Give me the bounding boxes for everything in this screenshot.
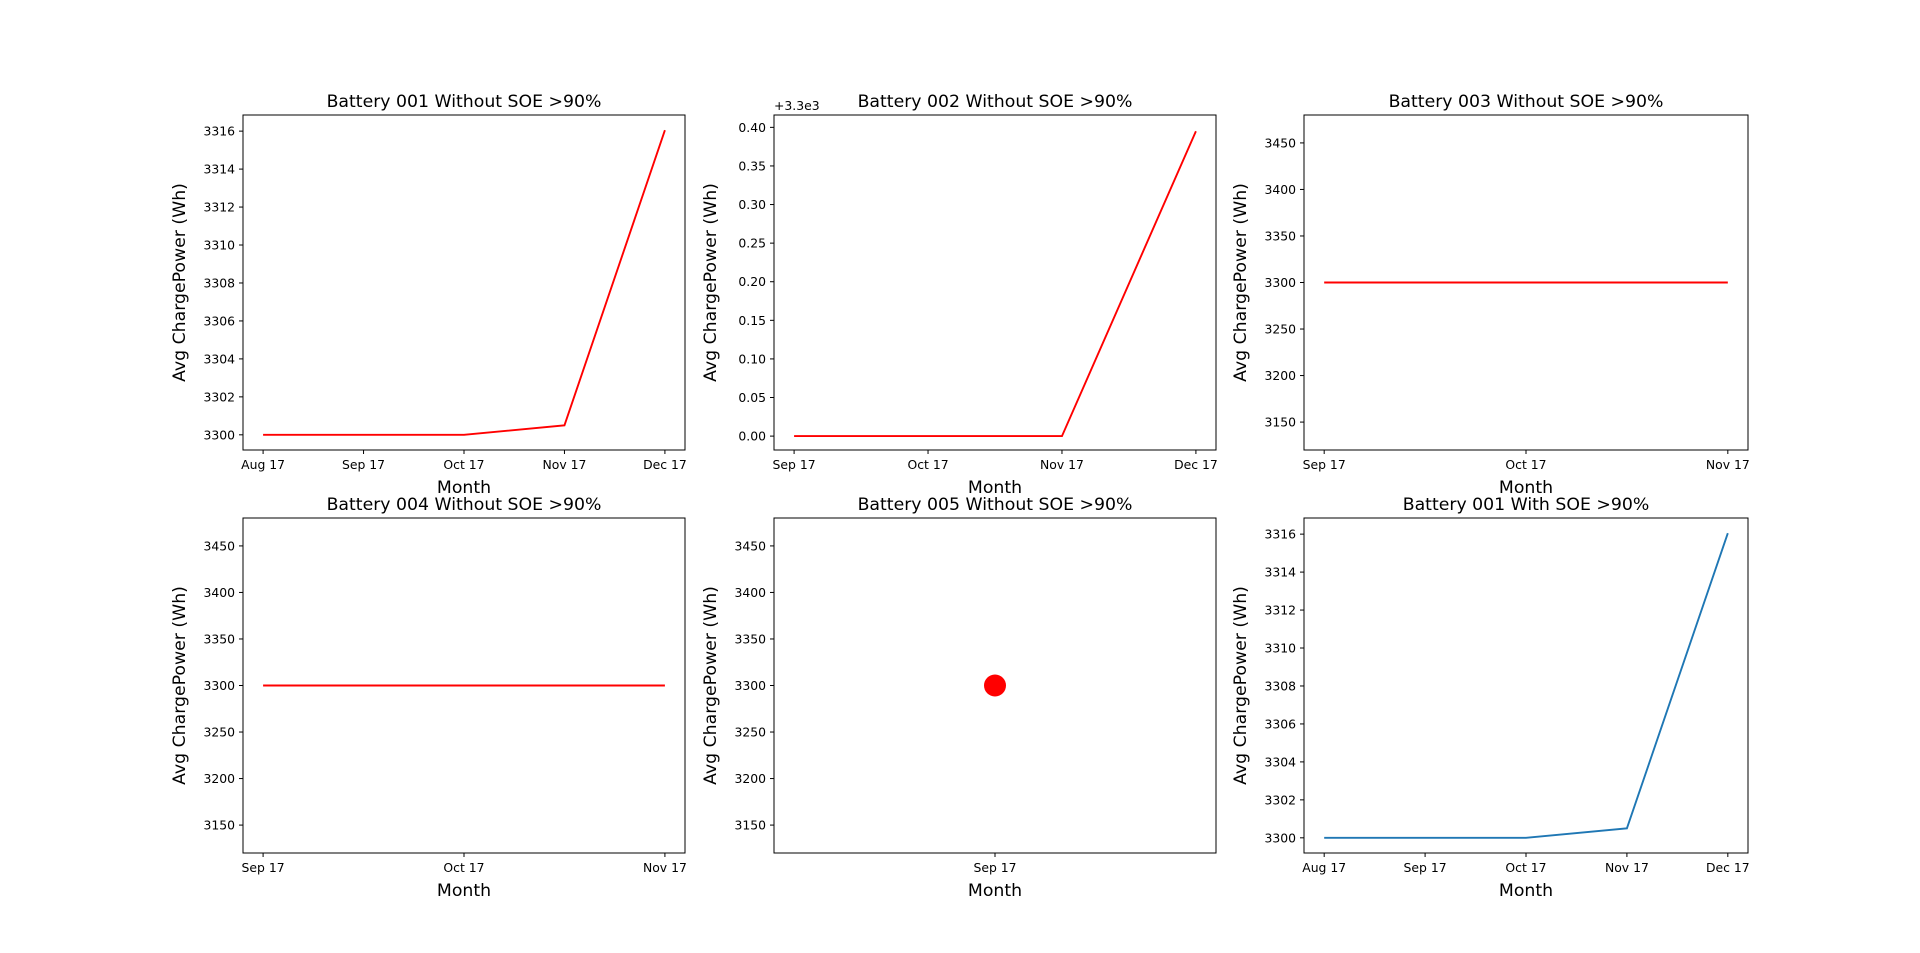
data-line — [263, 129, 666, 436]
x-tick-label: Nov 17 — [1040, 457, 1084, 472]
y-tick-label: 3450 — [203, 538, 235, 553]
y-tick-label: 3300 — [1264, 830, 1296, 845]
y-tick-label: 3302 — [203, 389, 235, 404]
y-tick-label: 3300 — [734, 678, 766, 693]
x-axis-label: Month — [437, 881, 491, 901]
y-tick-label: 3314 — [1264, 565, 1296, 580]
y-tick-label: 0.30 — [738, 197, 766, 212]
plot-frame — [773, 114, 1217, 451]
y-tick-label: 3450 — [734, 538, 766, 553]
y-tick-label: 3314 — [203, 162, 235, 177]
chart-title: Battery 003 Without SOE >90% — [1389, 92, 1664, 112]
x-tick-label: Sep 17 — [973, 860, 1016, 875]
y-tick-label: 3310 — [1264, 641, 1296, 656]
x-axis-label: Month — [1499, 478, 1553, 498]
x-tick-label: Sep 17 — [242, 860, 285, 875]
offset-label: +3.3e3 — [774, 98, 820, 113]
chart-title: Battery 002 Without SOE >90% — [858, 92, 1133, 112]
y-tick-label: 3250 — [1264, 322, 1296, 337]
y-tick-label: 3200 — [1264, 368, 1296, 383]
y-tick-label: 3150 — [203, 818, 235, 833]
y-tick-label: 0.35 — [738, 158, 766, 173]
y-axis-label: Avg ChargePower (Wh) — [170, 183, 190, 382]
x-tick-label: Oct 17 — [1505, 860, 1546, 875]
y-tick-label: 3150 — [734, 818, 766, 833]
x-tick-label: Aug 17 — [241, 457, 285, 472]
x-tick-label: Sep 17 — [342, 457, 385, 472]
y-tick-label: 0.20 — [738, 274, 766, 289]
y-tick-label: 3250 — [734, 725, 766, 740]
chart-title: Battery 004 Without SOE >90% — [327, 495, 602, 515]
x-axis-label: Month — [437, 478, 491, 498]
y-tick-label: 3308 — [203, 275, 235, 290]
y-tick-label: 3300 — [1264, 275, 1296, 290]
x-tick-label: Aug 17 — [1302, 860, 1346, 875]
y-tick-label: 3400 — [203, 585, 235, 600]
chart-title: Battery 001 Without SOE >90% — [327, 92, 602, 112]
y-tick-label: 3306 — [1264, 716, 1296, 731]
x-tick-label: Sep 17 — [1303, 457, 1346, 472]
y-tick-label: 3200 — [734, 771, 766, 786]
y-tick-label: 3304 — [203, 351, 235, 366]
y-tick-label: 3310 — [203, 238, 235, 253]
data-point — [984, 674, 1006, 697]
y-tick-label: 3302 — [1264, 792, 1296, 807]
y-axis-label: Avg ChargePower (Wh) — [1231, 183, 1251, 382]
data-line — [794, 130, 1197, 438]
y-tick-label: 3308 — [1264, 678, 1296, 693]
x-tick-label: Oct 17 — [443, 860, 484, 875]
x-tick-label: Nov 17 — [543, 457, 587, 472]
y-axis-label: Avg ChargePower (Wh) — [701, 586, 721, 785]
y-tick-label: 3150 — [1264, 415, 1296, 430]
x-tick-label: Nov 17 — [1706, 457, 1750, 472]
x-tick-label: Sep 17 — [1404, 860, 1447, 875]
x-tick-label: Oct 17 — [1505, 457, 1546, 472]
x-axis-label: Month — [968, 881, 1022, 901]
y-tick-label: 3350 — [203, 631, 235, 646]
x-tick-label: Sep 17 — [773, 457, 816, 472]
x-tick-label: Nov 17 — [643, 860, 687, 875]
y-tick-label: 0.40 — [738, 120, 766, 135]
x-tick-label: Oct 17 — [907, 457, 948, 472]
plot-frame — [1303, 517, 1749, 854]
x-tick-label: Dec 17 — [643, 457, 687, 472]
y-tick-label: 3300 — [203, 678, 235, 693]
y-tick-label: 3304 — [1264, 754, 1296, 769]
y-tick-label: 0.10 — [738, 351, 766, 366]
y-tick-label: 3400 — [734, 585, 766, 600]
y-tick-label: 3312 — [203, 200, 235, 215]
y-tick-label: 0.25 — [738, 236, 766, 251]
y-tick-label: 3200 — [203, 771, 235, 786]
chart-title: Battery 001 With SOE >90% — [1403, 495, 1650, 515]
y-tick-label: 3306 — [203, 313, 235, 328]
y-axis-label: Avg ChargePower (Wh) — [1231, 586, 1251, 785]
y-tick-label: 3312 — [1264, 603, 1296, 618]
x-axis-label: Month — [968, 478, 1022, 498]
y-tick-label: 3350 — [734, 631, 766, 646]
x-axis-label: Month — [1499, 881, 1553, 901]
data-line — [1324, 532, 1729, 839]
y-tick-label: 0.05 — [738, 390, 766, 405]
x-tick-label: Dec 17 — [1706, 860, 1750, 875]
y-tick-label: 0.00 — [738, 429, 766, 444]
y-tick-label: 3316 — [1264, 527, 1296, 542]
x-tick-label: Oct 17 — [443, 457, 484, 472]
y-axis-label: Avg ChargePower (Wh) — [701, 183, 721, 382]
x-tick-label: Nov 17 — [1605, 860, 1649, 875]
chart-title: Battery 005 Without SOE >90% — [858, 495, 1133, 515]
y-tick-label: 3316 — [203, 124, 235, 139]
y-tick-label: 3250 — [203, 725, 235, 740]
x-tick-label: Dec 17 — [1174, 457, 1218, 472]
y-tick-label: 0.15 — [738, 313, 766, 328]
y-tick-label: 3400 — [1264, 182, 1296, 197]
y-tick-label: 3450 — [1264, 135, 1296, 150]
y-tick-label: 3300 — [203, 427, 235, 442]
y-axis-label: Avg ChargePower (Wh) — [170, 586, 190, 785]
y-tick-label: 3350 — [1264, 228, 1296, 243]
plot-frame — [242, 114, 686, 451]
